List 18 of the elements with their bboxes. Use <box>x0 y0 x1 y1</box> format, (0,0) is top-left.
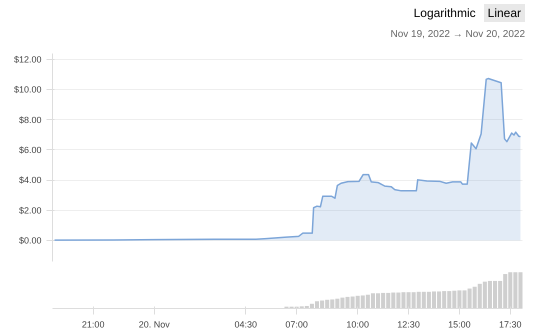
y-tick-label: $10.00 <box>14 84 42 95</box>
x-tick-label: 20. Nov <box>138 320 170 330</box>
text: Nov 19, 2022 → Nov 20, 2022 <box>389 28 525 42</box>
x-tick-label: 10:00 <box>346 320 369 330</box>
y-tick-label: $12.00 <box>14 54 42 65</box>
x-tick-label: 12:30 <box>397 320 420 330</box>
y-tick-label: $0.00 <box>18 235 42 246</box>
text: Logarithmic <box>414 6 476 20</box>
y-tick-label: $8.00 <box>18 114 42 125</box>
x-tick-label: 17:30 <box>499 320 522 330</box>
x-tick-label: 07:00 <box>285 320 308 330</box>
y-tick-label: $4.00 <box>18 175 42 186</box>
x-tick-label: 15:00 <box>448 320 471 330</box>
text: Linear <box>484 4 525 22</box>
x-tick-label: 04:30 <box>234 320 258 330</box>
y-tick-label: $6.00 <box>18 144 42 155</box>
x-tick-label: 21:00 <box>82 320 104 330</box>
y-tick-label: $2.00 <box>18 205 42 216</box>
